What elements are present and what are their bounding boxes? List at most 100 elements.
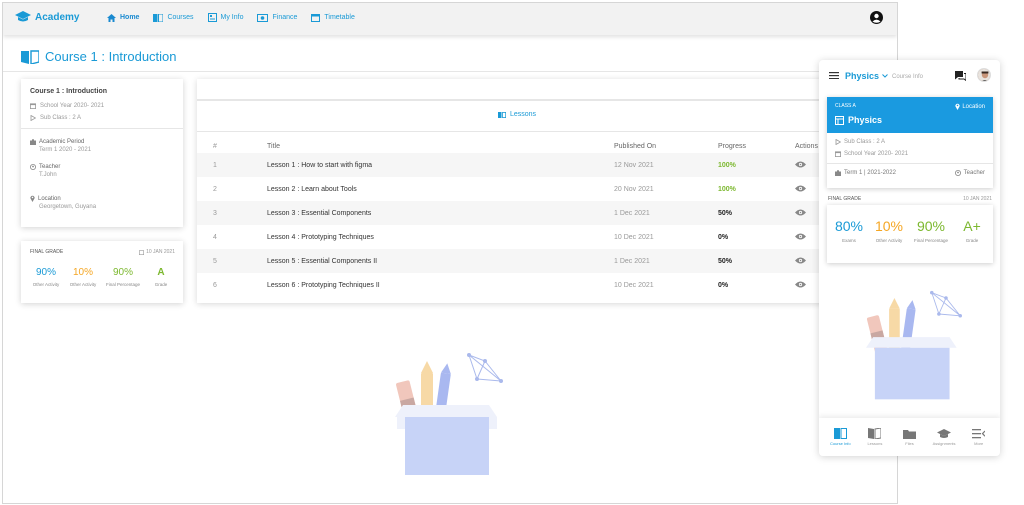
tab-lessons[interactable]: Lessons xyxy=(197,111,837,118)
tab-lessons-label: Lessons xyxy=(509,111,537,118)
grade-stat-value: A xyxy=(157,267,165,278)
class-card-header: CLASS A Location Physics xyxy=(827,97,993,133)
tab-more[interactable]: More xyxy=(964,428,994,446)
eye-icon[interactable] xyxy=(795,281,806,288)
eye-icon[interactable] xyxy=(795,257,806,264)
table-header-row: # Title Published On Progress Actions xyxy=(197,139,837,153)
divider xyxy=(21,128,183,129)
lesson-published-date: 12 Nov 2021 xyxy=(614,153,718,177)
lesson-title[interactable]: Lesson 1 : How to start with figma xyxy=(267,153,614,177)
lesson-actions xyxy=(795,273,837,297)
class-card[interactable]: CLASS A Location Physics Sub Class : 2 A… xyxy=(827,97,993,188)
nav-courses[interactable]: Courses xyxy=(153,13,194,22)
lesson-published-date: 20 Nov 2021 xyxy=(614,185,654,193)
lesson-published-date: 1 Dec 2021 xyxy=(614,249,718,273)
calendar-icon xyxy=(835,151,841,157)
divider xyxy=(3,71,897,72)
lesson-title[interactable]: Lesson 6 : Prototyping Techniques II xyxy=(267,281,380,289)
nav-timetable[interactable]: Timetable xyxy=(311,13,355,22)
user-account-button[interactable] xyxy=(870,11,883,29)
lesson-published-date: 1 Dec 2021 xyxy=(614,201,718,225)
chevron-down-icon xyxy=(882,74,888,78)
tab-lessons[interactable]: Lessons xyxy=(860,428,890,446)
info-card-icon xyxy=(207,13,217,22)
divider xyxy=(827,163,993,164)
grade-stat-value: 80% xyxy=(834,218,864,234)
teacher-value: T.John xyxy=(39,172,57,178)
teacher: Teacher xyxy=(954,170,985,176)
book-icon xyxy=(497,111,506,118)
calendar-icon xyxy=(311,14,321,22)
grade-stat-value: 90% xyxy=(112,267,133,278)
grade-stat-value: 90% xyxy=(35,267,56,278)
empty-state-illustration xyxy=(866,290,962,400)
lesson-number: 1 xyxy=(197,153,267,177)
nav-finance-label: Finance xyxy=(272,14,298,21)
table-row[interactable]: 3 Lesson 3 : Essential Components 1 Dec 20… xyxy=(197,201,837,225)
mobile-header: Physics Course Info xyxy=(819,60,1000,94)
grade-stat: A+ Grade xyxy=(957,218,987,243)
table-row[interactable]: 6 Lesson 6 : Prototyping Techniques II 10 … xyxy=(197,273,837,297)
more-menu-icon xyxy=(972,428,986,438)
eye-icon[interactable] xyxy=(795,161,806,168)
nav-myinfo[interactable]: My Info xyxy=(207,13,243,22)
column-header: Progress xyxy=(718,142,747,150)
grade-stat: 90% Final Percentage xyxy=(103,267,143,287)
grade-stat: A Grade xyxy=(149,267,173,287)
term-text: Term 1 | 2021-2022 xyxy=(844,170,896,176)
lesson-number: 2 xyxy=(213,185,217,193)
sub-class: Sub Class : 2 A xyxy=(835,139,885,145)
eye-icon[interactable] xyxy=(795,233,806,240)
brand-logo[interactable]: Academy xyxy=(15,11,79,23)
tab-assignments[interactable]: Assignments xyxy=(929,428,959,446)
mobile-screen: Physics Course Info CLASS A Location Phy… xyxy=(819,60,1000,456)
tab-label: Assignments xyxy=(932,440,956,446)
sub-class-text: Sub Class : 2 A xyxy=(844,139,886,145)
teacher: Teacher T.John xyxy=(30,164,60,178)
graduation-cap-icon xyxy=(15,11,31,22)
open-book-icon xyxy=(21,49,39,64)
table-row[interactable]: 5 Lesson 5 : Essential Components II 1 Dec… xyxy=(197,249,837,273)
grade-stat-value: A+ xyxy=(963,218,981,234)
class-icon xyxy=(835,115,844,125)
hamburger-menu-icon[interactable] xyxy=(829,72,839,79)
grade-stat-label: Final Percentage xyxy=(105,282,141,287)
location-link[interactable]: Location xyxy=(955,103,985,110)
term: Term 1 | 2021-2022 xyxy=(835,170,896,176)
table-row[interactable]: 4 Lesson 4 : Prototyping Techniques 10 Dec… xyxy=(197,225,837,249)
lessons-icon xyxy=(868,428,882,439)
folder-icon xyxy=(902,429,916,439)
home-icon xyxy=(107,13,116,22)
table-row[interactable]: 1 Lesson 1 : How to start with figma 12 No… xyxy=(197,153,837,177)
lesson-title[interactable]: Lesson 5 : Essential Components II xyxy=(267,249,614,273)
empty-state-illustration xyxy=(395,353,503,475)
grade-stat: 90% Other Activity xyxy=(30,267,62,287)
eye-icon[interactable] xyxy=(795,209,806,216)
tab-files[interactable]: Files xyxy=(894,429,924,446)
nav-home[interactable]: Home xyxy=(107,13,139,22)
sub-class: Sub Class : 2 A xyxy=(30,115,81,121)
lesson-title[interactable]: Lesson 2 : Learn about Tools xyxy=(267,185,357,193)
main-nav: Home Courses My Info Finance Timetable xyxy=(107,13,355,22)
location-pin-icon xyxy=(30,195,35,202)
grade-stat-value: 10% xyxy=(874,218,904,234)
nav-finance[interactable]: Finance xyxy=(257,13,297,22)
column-header: Title xyxy=(267,142,280,150)
grade-stat-label: Grade xyxy=(154,282,168,287)
final-grade-date-text: 10 JAN 2021 xyxy=(146,249,175,255)
eye-icon[interactable] xyxy=(795,185,806,192)
teacher-text: Teacher xyxy=(963,170,985,176)
lesson-progress: 0% xyxy=(718,233,729,241)
academic-period-label: Academic Period xyxy=(39,139,85,145)
tab-course-info[interactable]: Course Info xyxy=(825,428,855,446)
final-grade-date: 10 JAN 2021 xyxy=(139,249,175,255)
lesson-title[interactable]: Lesson 4 : Prototyping Techniques xyxy=(267,233,374,241)
class-label: CLASS A xyxy=(835,103,856,109)
subject-selector[interactable]: Physics xyxy=(845,71,888,81)
lesson-title[interactable]: Lesson 3 : Essential Components xyxy=(267,201,614,225)
chat-icon[interactable] xyxy=(955,71,966,81)
avatar[interactable] xyxy=(977,68,991,82)
table-row[interactable]: 2 Lesson 2 : Learn about Tools 20 Nov 2021… xyxy=(197,177,837,201)
desktop-window: Academy Home Courses My Info Finance Tim… xyxy=(2,2,898,504)
